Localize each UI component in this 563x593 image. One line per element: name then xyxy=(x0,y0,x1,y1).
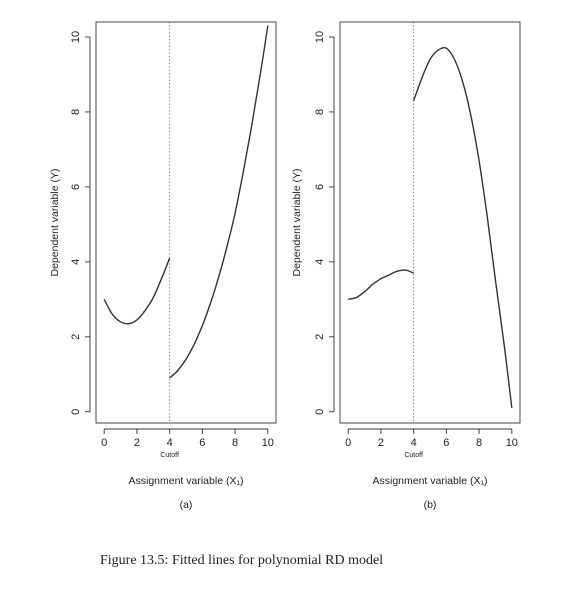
x-tick-label: 8 xyxy=(232,437,238,449)
x-axis-label: Assignment variable (X₁) xyxy=(372,475,487,487)
y-tick-label: 8 xyxy=(70,109,82,115)
fitted-line-above-cutoff xyxy=(169,25,269,379)
x-tick-label: 10 xyxy=(262,437,274,449)
y-axis-label: Dependent variable (Y) xyxy=(49,169,61,277)
y-axis-label: Dependent variable (Y) xyxy=(291,169,303,277)
y-tick-label: 4 xyxy=(70,259,82,265)
y-tick-label: 2 xyxy=(70,334,82,340)
fitted-line-below-cutoff xyxy=(348,269,414,300)
cutoff-label: Cutoff xyxy=(160,452,179,459)
cutoff-label: Cutoff xyxy=(404,452,423,459)
y-tick-label: 6 xyxy=(70,184,82,190)
panel-b: 0 2 4 6 8 10 0 2 4 6 8 10 Cutoff Assignment variable … xyxy=(291,21,521,511)
x-tick-label: 0 xyxy=(101,437,107,449)
y-tick-label: 10 xyxy=(70,31,82,43)
x-tick-label: 10 xyxy=(506,437,518,449)
x-tick-label: 2 xyxy=(378,437,384,449)
x-axis-label: Assignment variable (X₁) xyxy=(128,475,243,487)
x-tick-label: 4 xyxy=(167,437,173,449)
y-tick-label: 8 xyxy=(314,109,326,115)
fitted-line-below-cutoff xyxy=(103,257,171,325)
figure-caption: Figure 13.5: Fitted lines for polynomial… xyxy=(100,553,384,568)
x-tick-label: 8 xyxy=(476,437,482,449)
plot-frame xyxy=(339,21,521,424)
x-tick-label: 6 xyxy=(199,437,205,449)
y-tick-label: 6 xyxy=(314,184,326,190)
y-tick-label: 0 xyxy=(314,409,326,415)
plot-frame xyxy=(95,21,277,424)
panel-label: (a) xyxy=(180,499,193,511)
x-tick-label: 6 xyxy=(443,437,449,449)
y-tick-label: 0 xyxy=(70,409,82,415)
x-tick-label: 2 xyxy=(134,437,140,449)
panel-a: 0 2 4 6 8 10 0 2 4 6 8 10 Cutoff Assignment variable … xyxy=(49,21,277,511)
panel-label: (b) xyxy=(424,499,437,511)
y-tick-label: 10 xyxy=(314,31,326,43)
fitted-line-above-cutoff xyxy=(412,46,513,409)
y-tick-label: 2 xyxy=(314,334,326,340)
x-tick-label: 0 xyxy=(345,437,351,449)
x-tick-label: 4 xyxy=(411,437,417,449)
y-tick-label: 4 xyxy=(314,259,326,265)
